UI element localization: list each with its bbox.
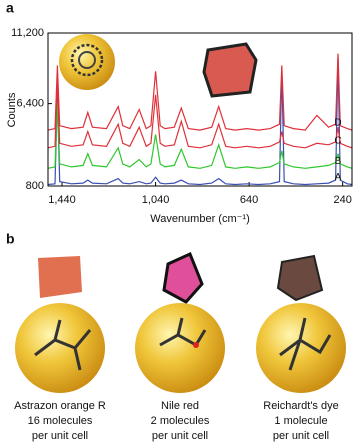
- caption-line: 2 molecules: [151, 415, 210, 427]
- spectrum-line: [47, 102, 353, 169]
- crystal-image: [202, 42, 258, 98]
- x-tick-label: 1,040: [142, 194, 170, 206]
- x-tick-label: 240: [333, 194, 351, 206]
- y-axis-label: Counts: [6, 92, 18, 127]
- spectrum-line: [47, 53, 353, 131]
- caption-line: Reichardt's dye: [263, 400, 338, 412]
- c60-illustration: [59, 34, 115, 90]
- spectrum-line: [47, 57, 353, 186]
- x-axis-label: Wavenumber (cm⁻¹): [150, 213, 250, 225]
- crystal-image: [276, 254, 324, 302]
- crystal-image: [162, 251, 204, 304]
- spectrum-line: [47, 80, 353, 149]
- panel-label: b: [6, 231, 15, 247]
- caption-line: per unit cell: [152, 430, 208, 442]
- series-label: C: [334, 135, 341, 146]
- y-tick-label: 800: [26, 180, 44, 192]
- panel-label: a: [6, 0, 14, 16]
- x-tick-label: 1,440: [48, 194, 76, 206]
- caption-line: Astrazon orange R: [14, 400, 106, 412]
- captions: Astrazon orange R 16 molecules per unit ce…: [14, 400, 339, 442]
- y-tick-label: 11,200: [11, 27, 44, 39]
- series-label: B: [335, 156, 342, 167]
- plot-frame: [47, 32, 353, 187]
- crystal-image: [38, 256, 82, 298]
- series-label: A: [335, 172, 342, 183]
- caption-line: 1 molecule: [274, 415, 327, 427]
- caption-line: Nile red: [161, 400, 199, 412]
- x-tick-label: 640: [240, 194, 258, 206]
- caption-line: 16 molecules: [28, 415, 93, 427]
- y-tick-label: 6,400: [16, 98, 44, 110]
- caption-line: per unit cell: [273, 430, 329, 442]
- molecule-spheres: [15, 303, 346, 393]
- caption-line: per unit cell: [32, 430, 88, 442]
- series-label: D: [334, 118, 341, 129]
